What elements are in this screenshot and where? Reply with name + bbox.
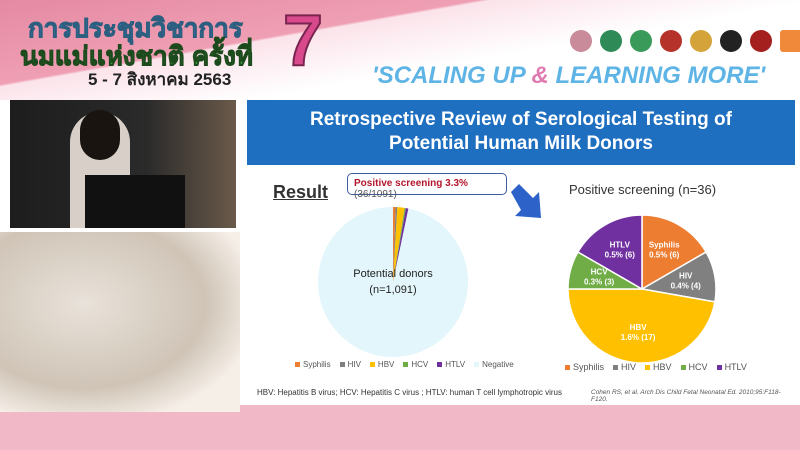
slide-title-line1: Retrospective Review of Serological Test…	[310, 109, 732, 130]
center-label: Potential donors	[353, 268, 433, 280]
background-child-photo	[0, 232, 240, 412]
edition-number: 7	[282, 1, 324, 81]
pie-slice-htlv	[393, 208, 409, 282]
logo-icon	[630, 30, 652, 52]
callout-rest: (36/1091)	[354, 189, 397, 200]
legend-item-htlv: HTLV	[716, 362, 747, 372]
result-heading: Result	[273, 182, 329, 202]
slogan-part2: LEARNING MORE'	[548, 62, 766, 89]
slide-title-line2: Potential Human Milk Donors	[389, 133, 653, 154]
data-label: HBV	[630, 323, 648, 332]
speaker-hair	[80, 110, 120, 160]
data-label: 0.4% (4)	[671, 281, 702, 290]
speaker-video	[10, 100, 236, 228]
legend-item-syphilis: Syphilis	[295, 360, 331, 369]
pie-slice-syphilis	[641, 214, 708, 291]
right-chart-legend: Syphilis HIV HBV HCV HTLV	[565, 362, 747, 372]
legend-swatch	[716, 365, 722, 370]
legend-swatch	[680, 365, 686, 370]
pie-slice-syphilis	[393, 207, 396, 282]
data-label: 1.6% (17)	[621, 333, 656, 342]
legend-swatch	[645, 365, 651, 370]
data-label: Syphilis	[649, 241, 680, 250]
legend-swatch	[403, 362, 409, 367]
logo-icon	[780, 30, 800, 52]
slogan-amp: &	[531, 62, 549, 89]
data-label: HIV	[679, 271, 693, 280]
left-chart-legend: Syphilis HIV HBV HCV HTLV Negative	[295, 360, 514, 369]
legend-item-hbv: HBV	[645, 362, 672, 372]
podium	[85, 175, 185, 228]
data-label: 0.5% (6)	[649, 251, 680, 260]
slogan: 'SCALING UP & LEARNING MORE'	[372, 62, 765, 90]
data-label: HCV	[591, 268, 609, 277]
center-label: (n=1,091)	[369, 284, 416, 296]
slide-title: Retrospective Review of Serological Test…	[247, 100, 795, 165]
legend-swatch	[295, 362, 300, 367]
conference-title-line1: การประชุมวิชาการ	[28, 13, 244, 44]
legend-swatch	[474, 362, 480, 367]
right-chart-title: Positive screening (n=36)	[569, 182, 717, 197]
legend-swatch	[613, 365, 619, 370]
legend-swatch	[369, 362, 375, 367]
legend-item-hbv: HBV	[369, 360, 394, 369]
legend-item-hiv: HIV	[613, 362, 636, 372]
arrow-icon	[511, 184, 541, 218]
logo-icon	[750, 30, 772, 52]
sponsor-logos	[570, 30, 800, 52]
presentation-slide: Retrospective Review of Serological Test…	[247, 100, 795, 403]
legend-swatch	[437, 362, 443, 367]
pie-slice-hbv	[567, 288, 716, 364]
pie-slice-negative	[318, 207, 469, 357]
slogan-part1: 'SCALING UP	[372, 62, 532, 89]
callout-bold: Positive screening 3.3%	[354, 178, 468, 189]
conference-date: 5 - 7 สิงหาคม 2563	[88, 70, 232, 89]
pie-slice-htlv	[576, 214, 643, 291]
legend-swatch	[339, 362, 345, 367]
pie-slice-hcv	[393, 207, 406, 282]
citation: Cohen RS, et al. Arch Dis Child Fetal Ne…	[591, 389, 781, 403]
footer-background	[0, 405, 800, 450]
legend-item-hiv: HIV	[339, 360, 361, 369]
legend-item-hcv: HCV	[403, 360, 428, 369]
logo-icon	[600, 30, 622, 52]
logo-icon	[720, 30, 742, 52]
legend-swatch	[565, 365, 570, 370]
positive-screening-callout: Positive screening 3.3% (36/1091)	[347, 173, 507, 200]
logo-icon	[690, 30, 712, 52]
data-label: HTLV	[610, 241, 631, 250]
legend-item-syphilis: Syphilis	[565, 362, 604, 372]
legend-item-negative: Negative	[474, 360, 514, 369]
data-label: 0.3% (3)	[584, 278, 615, 287]
pie-slice-hbv	[393, 207, 405, 282]
logo-icon	[660, 30, 682, 52]
data-label: 0.5% (6)	[605, 251, 636, 260]
conference-title-line2: นมแม่แห่งชาติ ครั้งที่	[20, 41, 254, 72]
legend-item-hcv: HCV	[680, 362, 708, 372]
footnote: HBV: Hepatitis B virus; HCV: Hepatitis C…	[257, 388, 562, 397]
pie-slice-hiv	[393, 207, 398, 282]
logo-icon	[570, 30, 592, 52]
legend-item-htlv: HTLV	[437, 360, 465, 369]
